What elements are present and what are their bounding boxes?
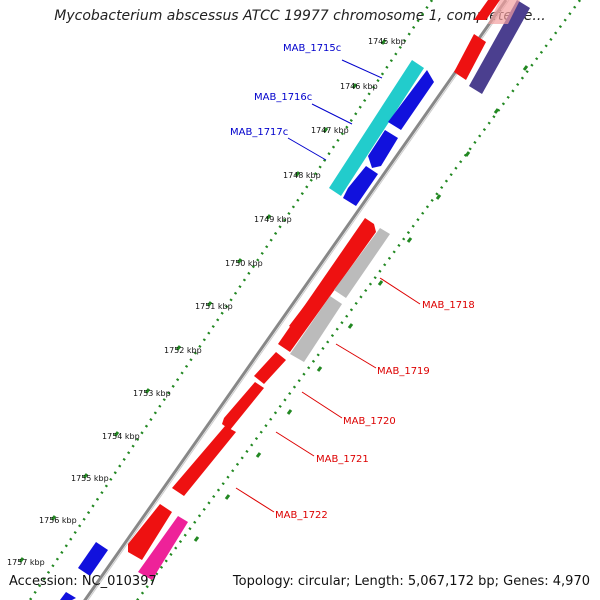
- reverse-cds-mab1717c: [343, 166, 378, 206]
- kbp-tick-mark: [224, 494, 231, 500]
- cyan-feature: [329, 60, 424, 196]
- leader-line: [335, 343, 377, 369]
- kbp-tick-mark: [193, 536, 200, 542]
- kbp-tick-mark: [435, 194, 442, 200]
- kbp-tick-labels: 1745 kbp 1746 kbp 1747 kbp 1748 kbp 1749…: [7, 37, 406, 567]
- kbp-ticks: [18, 39, 529, 563]
- kbp-tick-mark: [255, 452, 262, 458]
- gray-feature: [334, 228, 390, 298]
- kbp-tick-mark: [322, 127, 329, 133]
- pink-highlight: [488, 0, 520, 24]
- gene-label[interactable]: MAB_1721: [316, 454, 369, 465]
- reverse-cds-mab1715c: [388, 70, 434, 130]
- forward-cds-feature: [454, 34, 486, 80]
- reverse-cds-mab1716c: [368, 130, 398, 168]
- kbp-tick-mark: [522, 65, 529, 71]
- kbp-tick-label: 1747 kbp: [311, 126, 349, 135]
- forward-cds-feature: [172, 426, 236, 496]
- kbp-tick-mark: [50, 515, 57, 521]
- kbp-tick-label: 1748 kbp: [283, 171, 321, 180]
- gene-label[interactable]: MAB_1719: [377, 366, 430, 377]
- forward-cds-feature: [254, 352, 286, 384]
- gene-label[interactable]: MAB_1720: [343, 416, 396, 427]
- kbp-tick-label: 1750 kbp: [225, 259, 263, 268]
- genome-summary-text: Topology: circular; Length: 5,067,172 bp…: [232, 574, 590, 589]
- forward-cds-feature: [278, 218, 376, 352]
- kbp-tick-label: 1746 kbp: [340, 82, 378, 91]
- top-right-features: [454, 0, 530, 94]
- kbp-tick-mark: [380, 39, 387, 45]
- pink-feature: [138, 516, 188, 580]
- gray-feature: [290, 296, 342, 362]
- chromosome-backbone: [83, 0, 508, 600]
- kbp-tick-mark: [493, 108, 500, 114]
- accession-text: Accession: NC_010397: [9, 574, 157, 589]
- reverse-cds-feature: [60, 592, 76, 600]
- gene-label[interactable]: MAB_1718: [422, 300, 475, 311]
- gene-leader-lines: [235, 59, 421, 513]
- kbp-tick-label: 1752 kbp: [164, 346, 202, 355]
- kbp-tick-mark: [377, 280, 384, 286]
- forward-cds-feature: [289, 288, 328, 334]
- kbp-tick-mark: [406, 237, 413, 243]
- kbp-tick-mark: [286, 409, 293, 415]
- kbp-tick-mark: [206, 301, 213, 307]
- map-title: Mycobacterium abscessus ATCC 19977 chrom…: [54, 8, 546, 24]
- kbp-tick-mark: [351, 83, 358, 89]
- leader-line: [275, 431, 315, 457]
- gene-label[interactable]: MAB_1717c: [230, 127, 288, 138]
- kbp-tick-label: 1755 kbp: [71, 474, 109, 483]
- kbp-tick-mark: [236, 258, 243, 264]
- kbp-tick-mark: [144, 388, 151, 394]
- kbp-tick-label: 1745 kbp: [368, 37, 406, 46]
- kbp-tick-label: 1754 kbp: [102, 432, 140, 441]
- kbp-tick-label: 1756 kbp: [39, 516, 77, 525]
- gene-label[interactable]: MAB_1716c: [254, 92, 312, 103]
- leader-line: [235, 487, 275, 513]
- kbp-tick-label: 1749 kbp: [254, 215, 292, 224]
- navy-feature: [469, 0, 530, 94]
- gene-label[interactable]: MAB_1715c: [283, 43, 341, 54]
- outer-tick-ring: [28, 0, 434, 600]
- kbp-tick-mark: [316, 366, 323, 372]
- kbp-tick-mark: [265, 214, 272, 220]
- leader-line: [311, 103, 353, 125]
- gene-labels: MAB_1715c MAB_1716c MAB_1717c MAB_1718 M…: [230, 43, 475, 521]
- kbp-tick-label: 1751 kbp: [195, 302, 233, 311]
- kbp-tick-label: 1753 kbp: [133, 389, 171, 398]
- kbp-tick-mark: [82, 473, 89, 479]
- kbp-tick-label: 1757 kbp: [7, 558, 45, 567]
- chromosome-backbone-shadow: [87, 0, 510, 600]
- gene-label[interactable]: MAB_1722: [275, 510, 328, 521]
- forward-cds-feature: [474, 0, 500, 20]
- forward-cds-feature: [222, 382, 264, 430]
- leader-line: [341, 59, 383, 79]
- kbp-tick-mark: [294, 171, 301, 177]
- kbp-tick-mark: [18, 557, 25, 563]
- kbp-tick-mark: [347, 323, 354, 329]
- forward-cds-feature: [128, 504, 172, 560]
- reverse-cds-feature: [78, 542, 108, 576]
- leader-line: [379, 277, 421, 305]
- leader-line: [301, 391, 343, 419]
- kbp-tick-mark: [113, 431, 120, 437]
- kbp-tick-mark: [464, 151, 471, 157]
- leader-line: [287, 137, 327, 161]
- kbp-tick-mark: [175, 345, 182, 351]
